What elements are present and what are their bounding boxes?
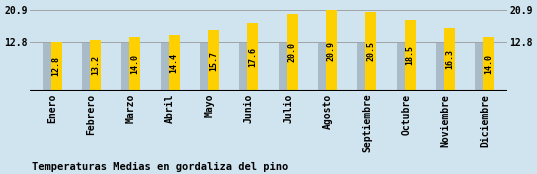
Bar bbox=[121, 43, 132, 91]
Bar bbox=[405, 20, 416, 91]
Bar bbox=[208, 30, 219, 91]
Bar bbox=[436, 43, 447, 91]
Text: 18.5: 18.5 bbox=[405, 45, 415, 65]
Bar bbox=[169, 35, 179, 91]
Bar bbox=[397, 43, 408, 91]
Bar bbox=[42, 43, 54, 91]
Bar bbox=[444, 28, 455, 91]
Text: 12.8: 12.8 bbox=[52, 56, 61, 76]
Bar bbox=[279, 43, 290, 91]
Bar bbox=[82, 43, 93, 91]
Bar bbox=[240, 43, 250, 91]
Bar bbox=[50, 42, 62, 91]
Text: 14.0: 14.0 bbox=[130, 54, 139, 74]
Bar bbox=[483, 37, 495, 91]
Bar bbox=[358, 43, 368, 91]
Text: 17.6: 17.6 bbox=[248, 47, 257, 67]
Bar bbox=[365, 12, 376, 91]
Bar bbox=[318, 43, 329, 91]
Bar bbox=[161, 43, 172, 91]
Text: 20.0: 20.0 bbox=[288, 42, 296, 62]
Text: 14.0: 14.0 bbox=[484, 54, 494, 74]
Bar bbox=[287, 14, 297, 91]
Text: 20.9: 20.9 bbox=[327, 41, 336, 61]
Text: 20.5: 20.5 bbox=[366, 41, 375, 61]
Text: 13.2: 13.2 bbox=[91, 56, 100, 76]
Bar bbox=[326, 10, 337, 91]
Text: 14.4: 14.4 bbox=[170, 53, 179, 73]
Bar bbox=[247, 23, 258, 91]
Bar bbox=[129, 37, 140, 91]
Text: 16.3: 16.3 bbox=[445, 49, 454, 69]
Bar bbox=[90, 40, 101, 91]
Bar bbox=[475, 43, 487, 91]
Text: Temperaturas Medias en gordaliza del pino: Temperaturas Medias en gordaliza del pin… bbox=[32, 162, 288, 172]
Text: 15.7: 15.7 bbox=[209, 51, 218, 71]
Bar bbox=[200, 43, 211, 91]
